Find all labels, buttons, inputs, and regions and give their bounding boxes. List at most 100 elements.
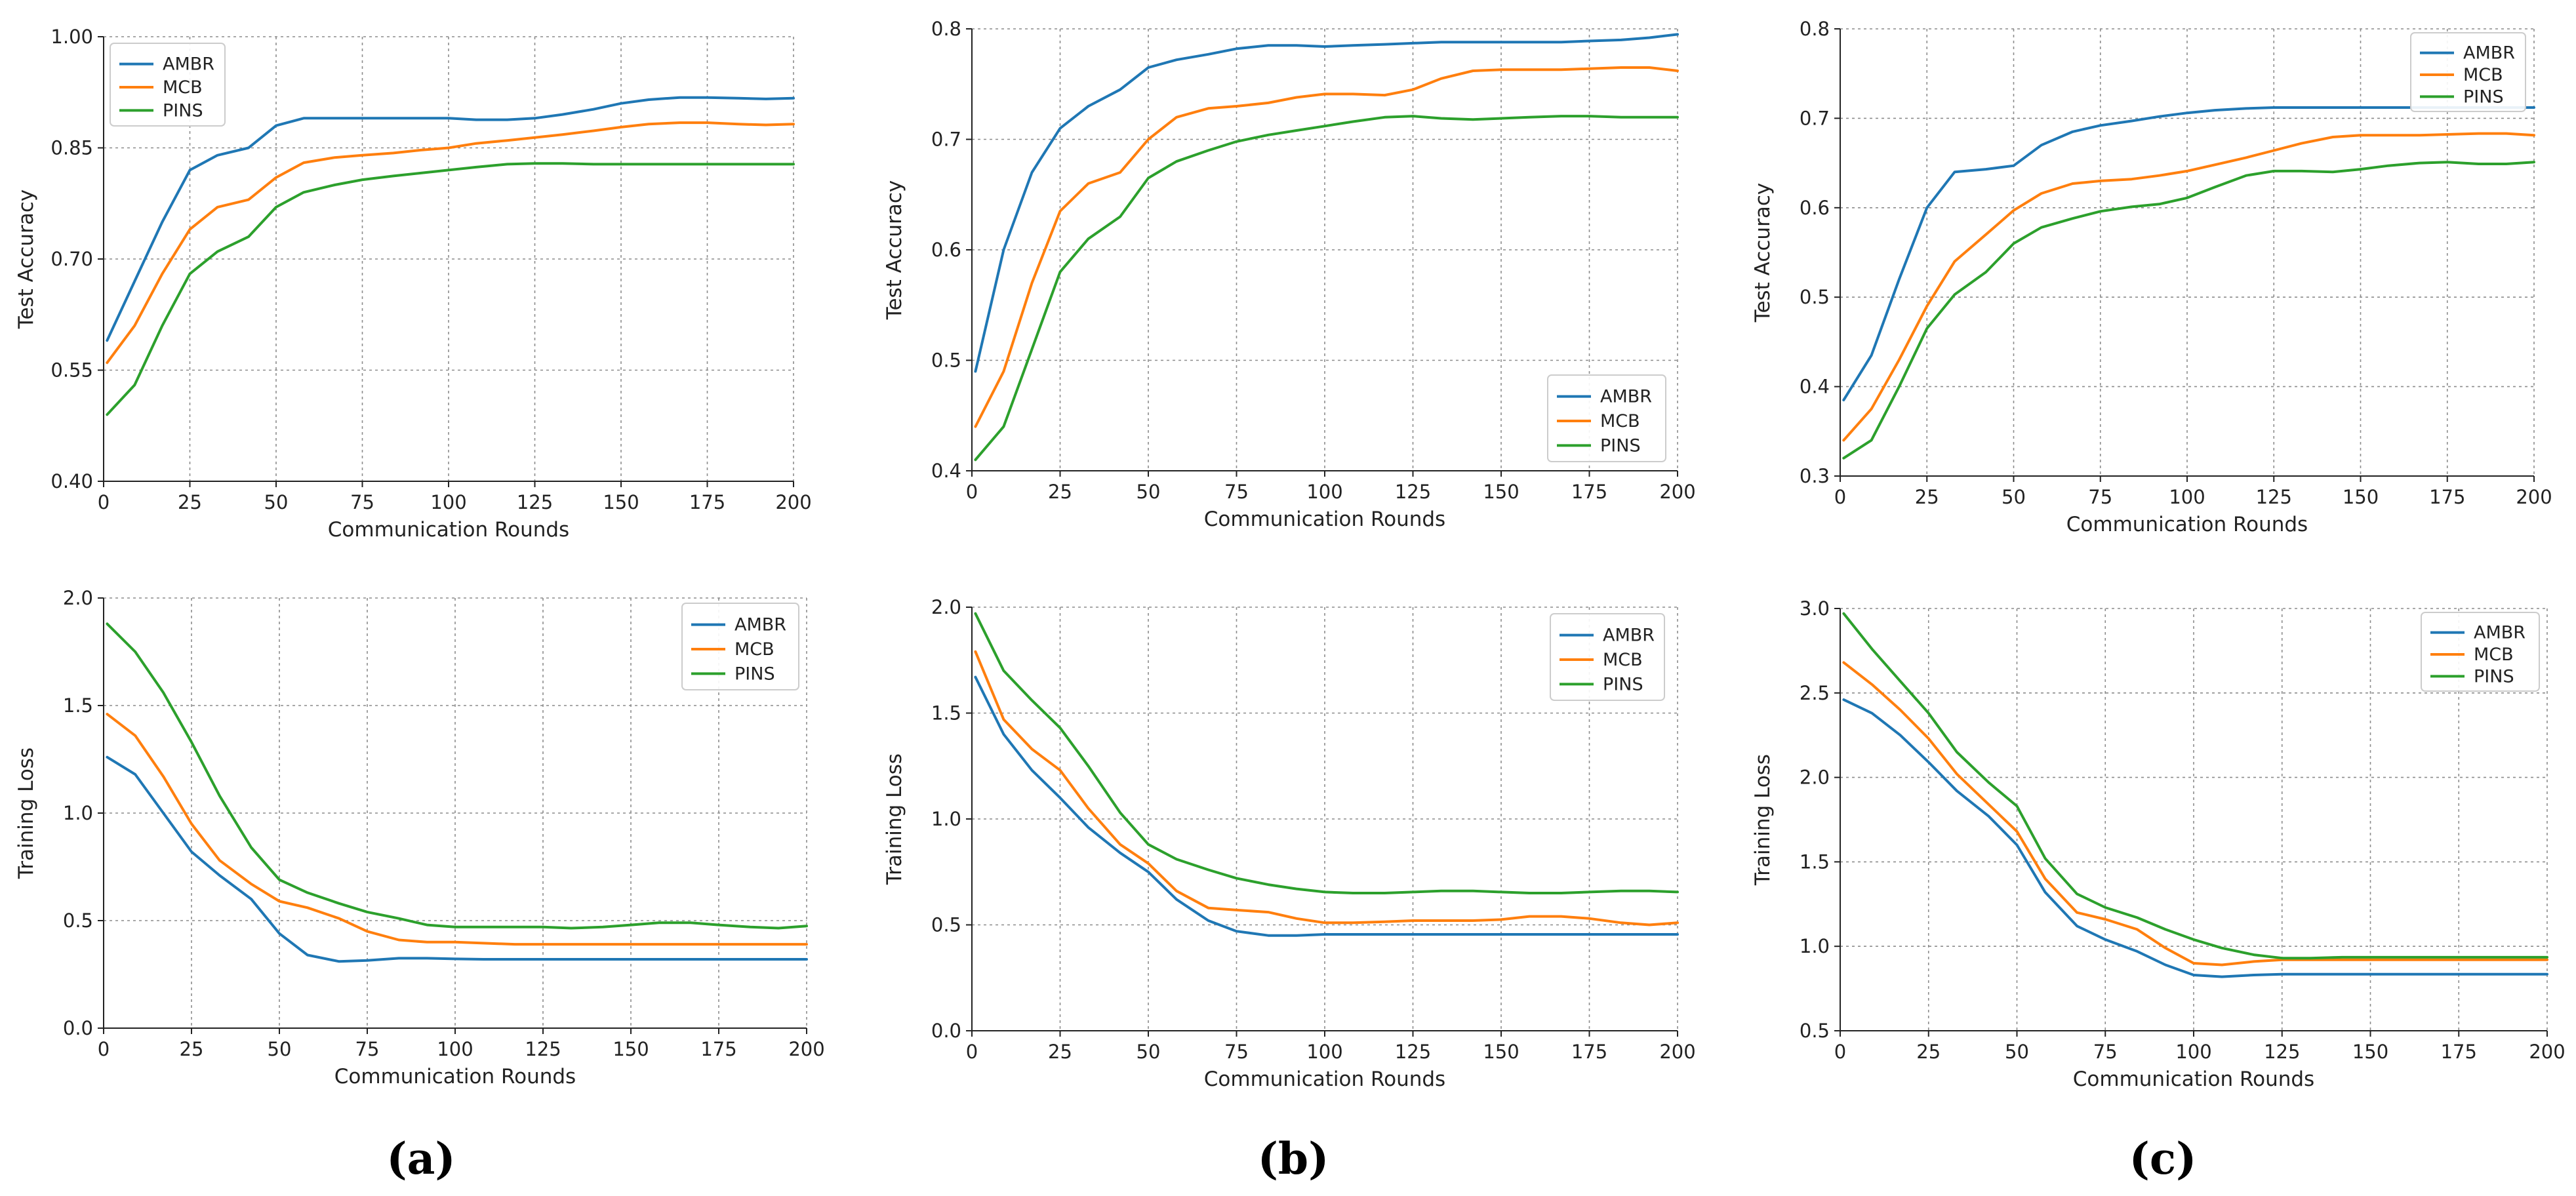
x-tick-label: 125: [525, 1038, 561, 1060]
series-line-mcb: [1842, 661, 2548, 967]
y-tick-label: 0.4: [1800, 376, 1830, 398]
chart-a-top: 0 25 50 75 100 125 150 175 200 0.40 0.55 0.70 0.85 1.…: [14, 26, 812, 542]
y-tick-label: 0.5: [63, 909, 93, 932]
chart-b-top: 0 25 50 75 100 125 150 175 200 0.4 0.5 0.6 0.7 0.8 Com…: [883, 18, 1696, 531]
x-tick-label: 100: [430, 491, 466, 513]
x-tick-label: 200: [2529, 1041, 2565, 1063]
legend-label-pins: PINS: [163, 100, 203, 121]
x-tick-label: 50: [264, 491, 289, 513]
series-line-pins: [974, 612, 1679, 894]
y-axis-label: Test Accuracy: [883, 180, 906, 320]
y-tick-label: 0.5: [1800, 286, 1830, 308]
x-tick-label: 150: [2343, 486, 2379, 508]
y-tick-label: 0.3: [1800, 465, 1830, 487]
y-tick-label: 2.5: [1800, 682, 1830, 704]
x-tick-label: 0: [966, 1041, 978, 1063]
x-tick-label: 50: [268, 1038, 292, 1060]
x-tick-label: 175: [700, 1038, 736, 1060]
y-tick-label: 2.0: [1800, 767, 1830, 789]
x-tick-label: 150: [613, 1038, 649, 1060]
x-tick-label: 100: [1306, 1041, 1342, 1063]
legend-label-mcb: MCB: [735, 639, 775, 660]
y-tick-label: 1.00: [50, 26, 93, 48]
y-tick-label: 0.6: [1800, 197, 1830, 219]
x-tick-label: 200: [788, 1038, 824, 1060]
y-tick-label: 0.6: [931, 239, 961, 261]
x-tick-label: 200: [1659, 481, 1695, 503]
y-tick-label: 0.70: [50, 248, 93, 270]
x-tick-label: 0: [1834, 1041, 1846, 1063]
legend-label-pins: PINS: [1603, 674, 1643, 694]
y-tick-label: 2.0: [931, 596, 961, 618]
series-line-ambr: [1842, 698, 2548, 978]
plot-grid: 0 25 50 75 100 125 150 175 2000.400.550.700.851.…: [14, 18, 2566, 1091]
x-tick-label: 175: [1571, 1041, 1607, 1063]
legend-label-ambr: AMBR: [2474, 623, 2526, 643]
x-tick-label: 100: [1306, 481, 1342, 503]
y-tick-label: 0.7: [931, 129, 961, 151]
x-tick-label: 150: [1483, 481, 1519, 503]
x-axis-label: Communication Rounds: [2066, 513, 2308, 536]
y-tick-label: 1.0: [931, 808, 961, 830]
y-tick-label: 0.85: [50, 137, 93, 159]
series-line-mcb: [1842, 132, 2535, 442]
x-tick-label: 175: [689, 491, 725, 513]
x-tick-label: 25: [1048, 1041, 1072, 1063]
legend-label-ambr: AMBR: [163, 54, 214, 75]
y-tick-label: 0.7: [1800, 107, 1830, 129]
x-tick-label: 75: [355, 1038, 380, 1060]
y-tick-label: 0.55: [50, 359, 93, 382]
x-tick-label: 25: [180, 1038, 204, 1060]
x-axis-label: Communication Rounds: [1204, 508, 1445, 531]
y-axis-label: Test Accuracy: [14, 189, 38, 329]
x-tick-label: 200: [2516, 486, 2552, 508]
legend-label-mcb: MCB: [1603, 650, 1643, 670]
y-tick-label: 1.5: [931, 702, 961, 725]
x-tick-label: 25: [1916, 1041, 1941, 1063]
y-tick-label: 0.5: [1800, 1020, 1830, 1042]
x-tick-label: 0: [1834, 486, 1846, 508]
legend-label-pins: PINS: [2463, 87, 2504, 107]
x-tick-label: 75: [1224, 1041, 1249, 1063]
series-line-pins: [106, 622, 808, 930]
y-tick-label: 0.8: [931, 18, 961, 40]
series-line-pins: [1842, 612, 2548, 960]
caption-c: (c): [2129, 1133, 2197, 1184]
x-tick-label: 125: [1395, 481, 1431, 503]
y-axis-label: Test Accuracy: [1751, 183, 1775, 323]
x-tick-label: 75: [1224, 481, 1249, 503]
y-tick-label: 0.0: [63, 1017, 93, 1039]
grid: [1840, 28, 2535, 476]
x-tick-label: 100: [2175, 1041, 2211, 1063]
x-tick-label: 125: [1395, 1041, 1431, 1063]
x-tick-label: 50: [2005, 1041, 2029, 1063]
legend-label-pins: PINS: [735, 664, 775, 684]
legend-label-ambr: AMBR: [2463, 43, 2515, 64]
x-tick-label: 100: [2169, 486, 2205, 508]
series-line-ambr: [106, 755, 808, 963]
x-tick-label: 125: [2264, 1041, 2300, 1063]
y-tick-label: 0.8: [1800, 18, 1830, 40]
y-tick-label: 2.0: [63, 587, 93, 609]
series-line-ambr: [974, 33, 1679, 373]
x-tick-label: 75: [350, 491, 374, 513]
x-tick-label: 0: [966, 481, 978, 503]
x-tick-label: 50: [2002, 486, 2026, 508]
series-line-mcb: [974, 66, 1679, 428]
y-tick-label: 0.0: [931, 1020, 961, 1042]
series-line-pins: [974, 115, 1679, 462]
y-tick-label: 0.4: [931, 460, 961, 482]
y-tick-label: 1.5: [1800, 850, 1830, 873]
x-axis-label: Communication Rounds: [2073, 1067, 2314, 1091]
x-tick-label: 200: [775, 491, 811, 513]
chart-a-bottom: 0 25 50 75 100 125 150 175 200 0.0 0.5 1.0 1.5 2.0 Com…: [14, 587, 825, 1088]
y-tick-label: 1.5: [63, 694, 93, 717]
y-tick-label: 3.0: [1800, 597, 1830, 620]
y-tick-label: 1.0: [63, 802, 93, 824]
legend-label-mcb: MCB: [163, 77, 203, 98]
x-tick-label: 0: [98, 1038, 110, 1060]
